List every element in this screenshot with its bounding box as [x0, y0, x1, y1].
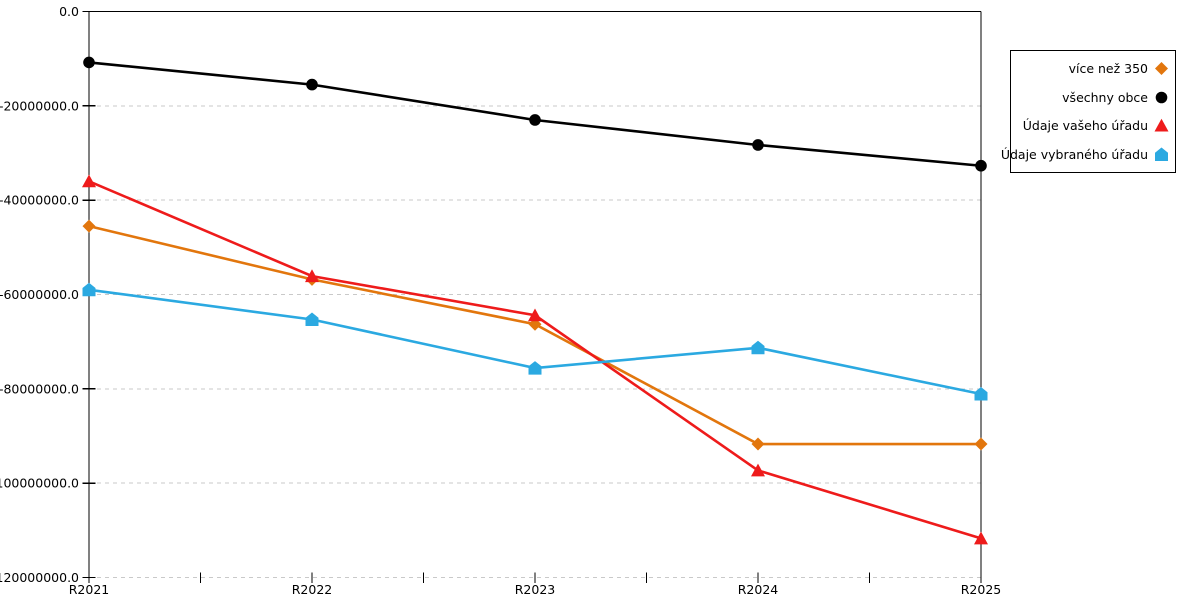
y-axis-tick-label: -40000000.0 — [0, 193, 79, 208]
series-udaje-vaseho-uradu — [82, 174, 988, 545]
y-axis-tick-label: 0.0 — [59, 4, 79, 19]
data-point-vsechny-obce-R2023 — [529, 114, 541, 126]
data-point-udaje-vybraneho-uradu-R2021 — [82, 282, 96, 297]
legend-label-udaje-vybraneho-uradu: Údaje vybraného úřadu — [1000, 147, 1148, 163]
series-line-vice-nez-350 — [88, 224, 981, 446]
legend-marker-triangle-icon — [1154, 119, 1169, 132]
x-axis-tick-label: R2021 — [69, 582, 110, 597]
legend-label-vice-nez-350: více než 350 — [1068, 60, 1148, 76]
x-axis-tick-label: R2025 — [961, 582, 1002, 597]
legend-marker-diamond-icon — [1155, 61, 1168, 75]
y-axis-tick-label: -100000000.0 — [0, 476, 79, 491]
series-vsechny-obce — [83, 56, 987, 172]
data-point-vsechny-obce-R2021 — [83, 56, 95, 69]
series-line-udaje-vaseho-uradu — [88, 180, 982, 540]
legend-item-udaje-vybraneho-uradu: Údaje vybraného úřadu — [1001, 147, 1175, 162]
y-axis-tick-label: -120000000.0 — [0, 570, 79, 585]
data-point-udaje-vaseho-uradu-R2025 — [974, 531, 988, 545]
chart-legend: více než 350 všechny obce Údaje vašeho úřa… — [1001, 50, 1176, 173]
legend-item-vice-nez-350: více než 350 — [1011, 61, 1175, 76]
data-point-vice-nez-350-R2024 — [751, 437, 765, 451]
legend-marker-pentagon-icon — [1155, 147, 1168, 162]
legend-item-vsechny-obce: všechny obce — [1011, 90, 1175, 105]
data-point-vice-nez-350-R2025 — [974, 437, 988, 451]
y-axis-tick-label: -60000000.0 — [0, 287, 79, 302]
data-point-udaje-vybraneho-uradu-R2023 — [528, 361, 542, 375]
legend-item-udaje-vaseho-uradu: Údaje vašeho úřadu — [1011, 118, 1175, 133]
data-point-vsechny-obce-R2025 — [975, 159, 987, 172]
series-vice-nez-350 — [82, 219, 988, 451]
data-point-vsechny-obce-R2024 — [752, 139, 764, 151]
legend-label-vsechny-obce: všechny obce — [1062, 89, 1148, 105]
data-point-udaje-vaseho-uradu-R2023 — [528, 308, 542, 322]
legend-marker-circle-icon — [1155, 91, 1168, 103]
y-axis-tick-label: -20000000.0 — [0, 98, 79, 113]
x-axis-tick-label: R2022 — [292, 582, 333, 597]
data-point-udaje-vaseho-uradu-R2022 — [305, 269, 319, 283]
y-axis-tick-label: -80000000.0 — [0, 381, 79, 396]
x-axis-tick-label: R2023 — [515, 582, 556, 597]
data-point-udaje-vybraneho-uradu-R2022 — [305, 312, 319, 326]
series-line-vsechny-obce — [88, 61, 982, 168]
data-point-udaje-vybraneho-uradu-R2024 — [751, 340, 765, 355]
data-point-vsechny-obce-R2022 — [306, 78, 318, 91]
legend-label-udaje-vaseho-uradu: Údaje vašeho úřadu — [1022, 118, 1148, 134]
data-point-udaje-vaseho-uradu-R2021 — [82, 174, 96, 188]
data-point-vice-nez-350-R2021 — [82, 219, 96, 233]
series-line-udaje-vybraneho-uradu — [88, 288, 982, 396]
x-axis-tick-label: R2024 — [738, 582, 779, 597]
data-point-udaje-vaseho-uradu-R2024 — [751, 463, 765, 477]
series-udaje-vybraneho-uradu — [82, 282, 988, 401]
data-point-udaje-vybraneho-uradu-R2025 — [974, 387, 988, 401]
